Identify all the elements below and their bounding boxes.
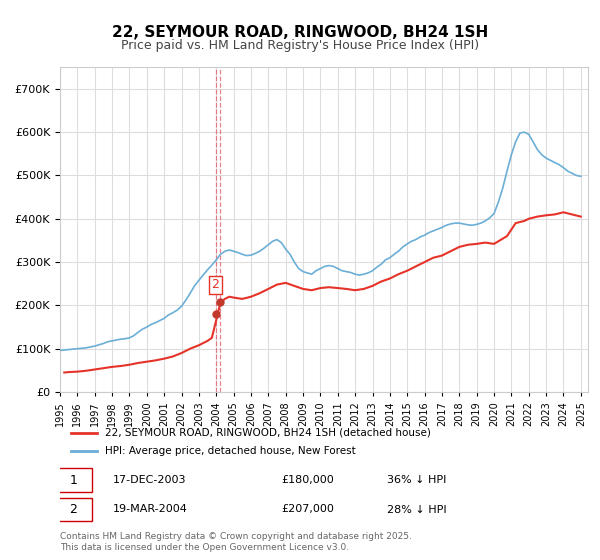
Text: 2: 2 [211,278,219,291]
FancyBboxPatch shape [55,498,92,521]
Text: 19-MAR-2004: 19-MAR-2004 [113,505,188,515]
FancyBboxPatch shape [55,468,92,492]
Text: £207,000: £207,000 [282,505,335,515]
Text: 22, SEYMOUR ROAD, RINGWOOD, BH24 1SH (detached house): 22, SEYMOUR ROAD, RINGWOOD, BH24 1SH (de… [105,428,431,438]
Text: Price paid vs. HM Land Registry's House Price Index (HPI): Price paid vs. HM Land Registry's House … [121,39,479,52]
Text: 22, SEYMOUR ROAD, RINGWOOD, BH24 1SH: 22, SEYMOUR ROAD, RINGWOOD, BH24 1SH [112,25,488,40]
Text: 36% ↓ HPI: 36% ↓ HPI [388,475,447,485]
Text: 28% ↓ HPI: 28% ↓ HPI [388,505,447,515]
Text: Contains HM Land Registry data © Crown copyright and database right 2025.
This d: Contains HM Land Registry data © Crown c… [60,532,412,552]
Text: 2: 2 [69,503,77,516]
Text: 17-DEC-2003: 17-DEC-2003 [113,475,187,485]
Text: HPI: Average price, detached house, New Forest: HPI: Average price, detached house, New … [105,446,356,456]
Text: £180,000: £180,000 [282,475,335,485]
Text: 1: 1 [69,474,77,487]
